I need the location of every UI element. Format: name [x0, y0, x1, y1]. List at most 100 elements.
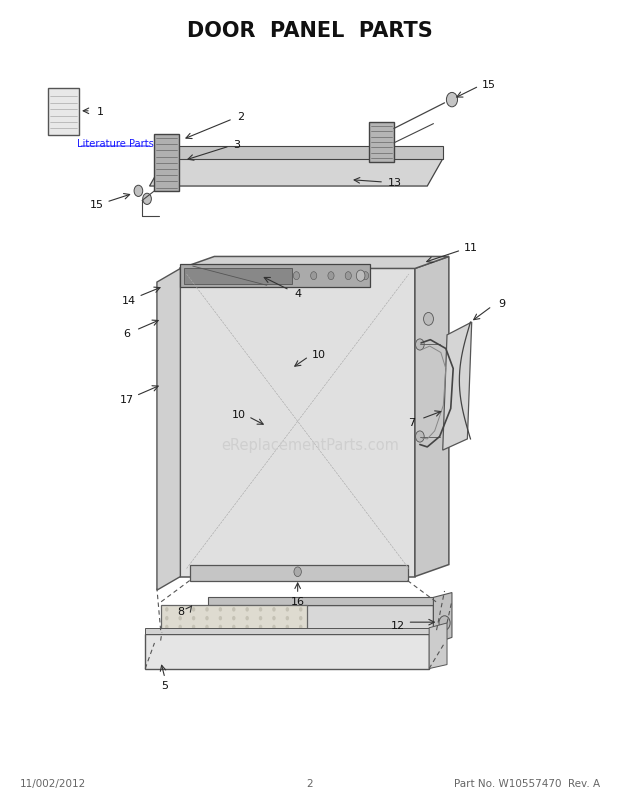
Circle shape: [232, 607, 236, 612]
Circle shape: [415, 339, 424, 350]
Circle shape: [134, 186, 143, 197]
Text: 7: 7: [409, 418, 415, 427]
Circle shape: [345, 273, 352, 281]
Text: 6: 6: [123, 329, 130, 339]
Text: 13: 13: [388, 178, 402, 188]
Text: 14: 14: [122, 295, 136, 306]
Polygon shape: [443, 322, 472, 451]
Circle shape: [205, 616, 209, 621]
Text: 15: 15: [481, 79, 495, 90]
Circle shape: [439, 616, 450, 630]
Circle shape: [192, 607, 195, 612]
Circle shape: [165, 625, 169, 630]
Circle shape: [259, 607, 262, 612]
Circle shape: [219, 625, 222, 630]
Circle shape: [205, 634, 209, 638]
Polygon shape: [370, 123, 394, 163]
Circle shape: [219, 607, 222, 612]
Circle shape: [363, 273, 369, 281]
Circle shape: [179, 625, 182, 630]
Polygon shape: [154, 135, 179, 192]
Circle shape: [299, 625, 303, 630]
Polygon shape: [180, 257, 449, 269]
Circle shape: [246, 634, 249, 638]
Circle shape: [143, 194, 151, 205]
Text: DOOR  PANEL  PARTS: DOOR PANEL PARTS: [187, 21, 433, 41]
Circle shape: [299, 607, 303, 612]
Circle shape: [219, 634, 222, 638]
Circle shape: [192, 634, 195, 638]
Circle shape: [423, 313, 433, 326]
Circle shape: [232, 625, 236, 630]
Text: 15: 15: [90, 200, 104, 210]
Circle shape: [272, 634, 276, 638]
Text: 10: 10: [312, 350, 326, 359]
Circle shape: [165, 616, 169, 621]
Text: 4: 4: [294, 289, 301, 299]
Circle shape: [192, 625, 195, 630]
Circle shape: [272, 625, 276, 630]
Polygon shape: [208, 605, 433, 644]
Circle shape: [232, 616, 236, 621]
Text: 2: 2: [237, 111, 244, 121]
Circle shape: [272, 616, 276, 621]
Circle shape: [294, 567, 301, 577]
Text: eReplacementParts.com: eReplacementParts.com: [221, 437, 399, 452]
Circle shape: [356, 271, 365, 282]
Circle shape: [246, 616, 249, 621]
Circle shape: [219, 616, 222, 621]
Circle shape: [259, 634, 262, 638]
Text: 10: 10: [232, 410, 246, 419]
Circle shape: [246, 625, 249, 630]
Polygon shape: [180, 265, 371, 287]
Circle shape: [165, 607, 169, 612]
Text: 12: 12: [391, 620, 405, 630]
Circle shape: [415, 431, 424, 443]
Text: 2: 2: [307, 778, 313, 788]
Polygon shape: [415, 257, 449, 577]
Circle shape: [286, 625, 289, 630]
Text: 9: 9: [498, 298, 505, 309]
Polygon shape: [165, 147, 443, 160]
Polygon shape: [429, 623, 447, 669]
Circle shape: [192, 616, 195, 621]
Circle shape: [311, 273, 317, 281]
Circle shape: [328, 273, 334, 281]
Circle shape: [179, 607, 182, 612]
Text: 11/002/2012: 11/002/2012: [20, 778, 86, 788]
Polygon shape: [145, 628, 429, 634]
Text: Part No. W10557470  Rev. A: Part No. W10557470 Rev. A: [454, 778, 600, 788]
Text: 17: 17: [120, 395, 134, 404]
Circle shape: [299, 634, 303, 638]
Text: 16: 16: [291, 596, 304, 606]
Circle shape: [299, 616, 303, 621]
Circle shape: [286, 607, 289, 612]
Circle shape: [179, 616, 182, 621]
Polygon shape: [157, 269, 180, 590]
Polygon shape: [208, 597, 433, 605]
Circle shape: [272, 607, 276, 612]
Circle shape: [179, 634, 182, 638]
Text: 5: 5: [161, 680, 168, 690]
Circle shape: [246, 607, 249, 612]
Polygon shape: [161, 605, 307, 641]
Polygon shape: [180, 269, 415, 577]
Circle shape: [259, 616, 262, 621]
Text: 11: 11: [464, 242, 477, 253]
Polygon shape: [145, 634, 429, 669]
Circle shape: [232, 634, 236, 638]
Bar: [48, 89, 79, 136]
Text: 3: 3: [234, 140, 241, 150]
Circle shape: [293, 273, 299, 281]
Text: 8: 8: [177, 606, 185, 616]
Polygon shape: [149, 160, 443, 187]
Circle shape: [165, 634, 169, 638]
Circle shape: [286, 616, 289, 621]
Text: Literature Parts: Literature Parts: [77, 139, 154, 148]
Circle shape: [286, 634, 289, 638]
Circle shape: [205, 625, 209, 630]
Circle shape: [446, 93, 458, 107]
Polygon shape: [433, 593, 452, 644]
Bar: [184, 269, 292, 286]
Polygon shape: [190, 565, 407, 581]
